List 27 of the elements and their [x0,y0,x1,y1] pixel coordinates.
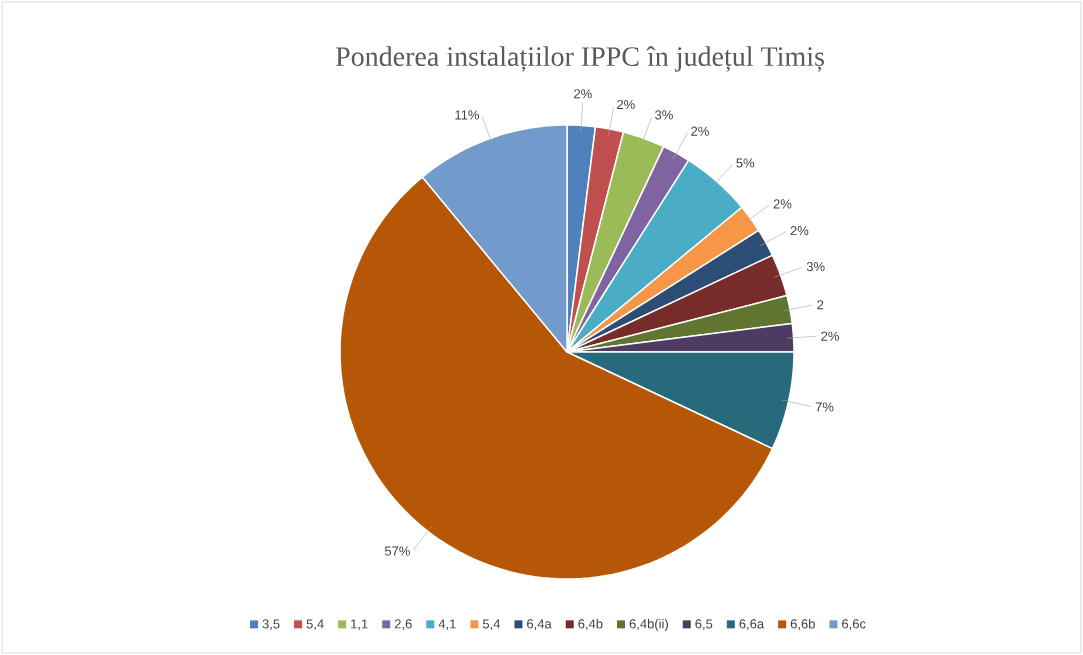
data-label: 5% [736,158,755,168]
chart-title: Ponderea instalațiilor IPPC în județul Timiș [335,46,824,72]
data-label: 7% [815,402,834,412]
data-label: 2% [574,89,592,99]
data-label: 11% [455,110,479,120]
legend-label: 6,6a [739,619,765,631]
legend-label: 6,4a [527,619,552,631]
legend-label: 4,1 [438,619,456,631]
legend-label: 6,4b(ii) [629,618,668,632]
legend-label: 5,4 [306,619,324,631]
legend-label: 2,6 [394,619,412,631]
data-label: 2% [773,199,792,209]
legend-label: 6,6b [790,618,815,631]
data-label: 3% [655,110,673,120]
legend-label: 6,5 [695,619,713,631]
data-label: 2% [790,226,809,236]
legend-label: 6,4b [578,618,603,631]
data-label: 3% [806,262,825,272]
data-label: 57% [384,546,410,556]
legend-label: 1,1 [351,619,368,631]
data-label: 2% [617,99,635,110]
data-label: 2 [817,300,824,310]
legend-label: 3,5 [262,619,280,631]
legend-label: 6,6c [842,619,866,631]
data-label: 2% [691,126,709,136]
legend-label: 5,4 [482,619,501,631]
data-label: 2% [821,331,840,341]
